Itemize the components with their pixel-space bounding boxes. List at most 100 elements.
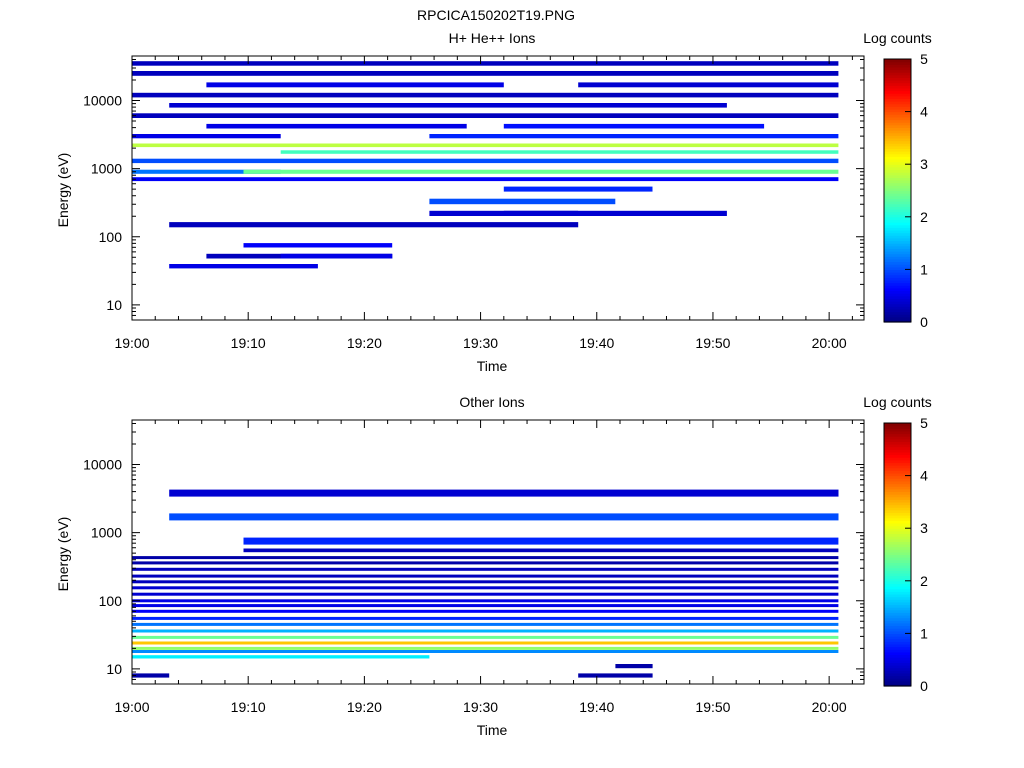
colorbar-segment [884, 156, 911, 160]
colorbar-segment [884, 423, 911, 427]
colorbar-segment [884, 628, 911, 632]
colorbar-tick-label: 0 [920, 678, 928, 694]
heatmap-cell [132, 177, 839, 182]
panel-title: Other Ions [459, 394, 524, 410]
heatmap-cell [243, 537, 839, 545]
colorbar-segment [884, 643, 911, 648]
colorbar-segment [884, 459, 911, 464]
colorbar-segment [884, 308, 911, 313]
colorbar-tick-label: 2 [920, 573, 928, 589]
colorbar-segment [884, 520, 911, 524]
colorbar: 0 1 2 3 4 5 Log counts [863, 30, 932, 330]
colorbar-segment [884, 143, 911, 147]
colorbar-segment [884, 480, 911, 485]
colorbar-segment [884, 636, 911, 640]
x-tick-label: 19:20 [347, 335, 382, 351]
colorbar-segment [884, 264, 911, 268]
colorbar-segment [884, 201, 911, 205]
colorbar-segment [884, 122, 911, 126]
colorbar-segment [884, 488, 911, 492]
colorbar-segment [884, 591, 911, 595]
colorbar-segment [884, 227, 911, 231]
heatmap-cell [132, 609, 839, 613]
colorbar-segment [884, 253, 911, 257]
colorbar-segment [884, 586, 911, 590]
colorbar-segment [884, 93, 911, 97]
colorbar-segment [884, 494, 911, 498]
colorbar-segment [884, 295, 911, 299]
heatmap-cell [132, 580, 839, 584]
y-tick-label: 100 [99, 229, 123, 245]
colorbar-segment [884, 219, 911, 223]
colorbar-segment [884, 179, 911, 184]
colorbar-segment [884, 625, 911, 629]
colorbar-tick-label: 3 [920, 520, 928, 536]
colorbar-segment [884, 565, 911, 569]
colorbar-segment [884, 588, 911, 592]
colorbar-segment [884, 454, 911, 458]
heatmap-cell [503, 186, 653, 192]
heatmap-cell [132, 622, 839, 626]
colorbar-segment [884, 95, 911, 100]
colorbar-segment [884, 235, 911, 239]
colorbar-segment [884, 306, 911, 310]
plot-frame [131, 419, 865, 685]
colorbar-segment [884, 77, 911, 81]
heatmap-cell [132, 61, 839, 66]
colorbar-segment [884, 250, 911, 255]
colorbar-segment [884, 319, 911, 323]
heatmap-cell [132, 616, 839, 620]
colorbar-segment [884, 572, 911, 577]
colorbar-segment [884, 546, 911, 550]
colorbar-segment [884, 428, 911, 432]
colorbar-tick-label: 2 [920, 209, 928, 225]
heatmap-cell [503, 123, 765, 129]
colorbar-segment [884, 620, 911, 624]
x-axis-label: Time [477, 722, 508, 738]
colorbar-segment [884, 486, 911, 490]
colorbar-segment [884, 266, 911, 270]
colorbar-segment [884, 151, 911, 155]
x-axis: 19:00 19:10 19:20 19:30 19:40 19:50 20:00 [114, 56, 853, 351]
colorbar-segment [884, 451, 911, 456]
colorbar-segment [884, 195, 911, 199]
colorbar-segment [884, 261, 911, 265]
x-tick-label: 20:00 [812, 699, 847, 715]
colorbar-segment [884, 82, 911, 86]
colorbar-segment [884, 222, 911, 226]
colorbar-segment [884, 237, 911, 242]
colorbar-segment [884, 433, 911, 437]
heatmap-cell [132, 134, 281, 139]
colorbar-segment [884, 135, 911, 139]
colorbar-segment [884, 659, 911, 663]
colorbar-segment [884, 538, 911, 542]
heatmap-cell [132, 646, 839, 650]
colorbar-segment [884, 59, 911, 63]
colorbar-segment [884, 269, 911, 273]
colorbar-segment [884, 74, 911, 79]
colorbar-tick-label: 4 [920, 104, 928, 120]
colorbar-segment [884, 164, 911, 168]
colorbar-segment [884, 279, 911, 284]
colorbar-tick-label: 5 [920, 51, 928, 67]
y-axis-label: Energy (eV) [55, 517, 71, 592]
colorbar-segment [884, 517, 911, 521]
colorbar-segment [884, 114, 911, 118]
y-tick-label: 10000 [83, 93, 122, 109]
colorbar-segment [884, 430, 911, 435]
colorbar-segment [884, 675, 911, 679]
colorbar-segment [884, 470, 911, 474]
y-tick-label: 100 [99, 593, 123, 609]
colorbar-segment [884, 64, 911, 68]
colorbar-segment [884, 662, 911, 666]
colorbar-segment [884, 311, 911, 315]
colorbar-segment [884, 562, 911, 566]
heatmap-cells [132, 489, 839, 678]
colorbar-segment [884, 282, 911, 286]
colorbar-segment [884, 61, 911, 65]
colorbar-segment [884, 633, 911, 637]
colorbar-segment [884, 583, 911, 587]
colorbar-segment [884, 124, 911, 128]
colorbar-segment [884, 646, 911, 650]
